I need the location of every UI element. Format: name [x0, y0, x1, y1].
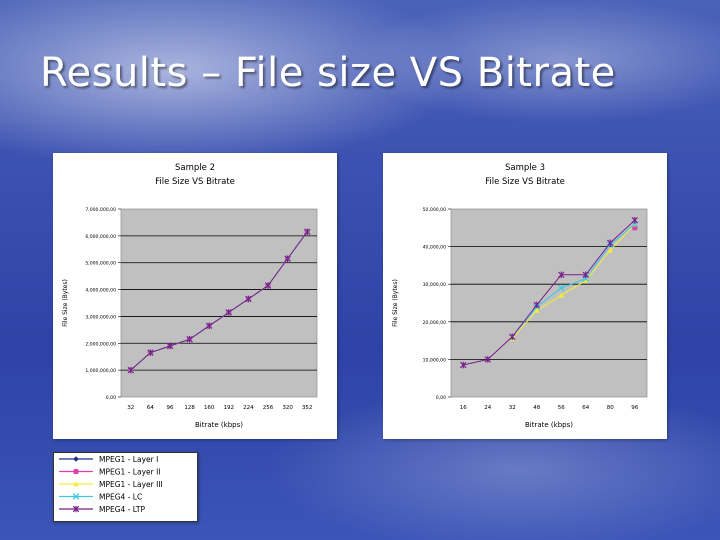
y-tick-label: 0,00 [436, 395, 446, 401]
chart-subtitle: File Size VS Bitrate [155, 177, 235, 187]
plot-area [120, 208, 318, 398]
legend-item: MPEG4 - LC [59, 493, 142, 502]
y-tick-label: 5,000,000,00 [85, 261, 116, 267]
x-tick-label: 256 [263, 405, 274, 411]
data-point [533, 301, 540, 309]
x-tick-label: 320 [282, 405, 293, 411]
x-tick-label: 24 [484, 405, 491, 411]
chart-sample-3: Sample 3 File Size VS Bitrate 0,00 10,000,0… [383, 153, 667, 439]
x-axis-label: Bitrate (kbps) [195, 421, 243, 429]
y-tick-label: 40,000,00 [423, 245, 446, 251]
data-point [558, 292, 565, 298]
chart-legend: MPEG1 - Layer I MPEG1 - Layer II MPEG1 - L… [53, 452, 198, 522]
data-point [225, 309, 233, 316]
legend-marker [72, 493, 80, 500]
x-tick-label: 192 [224, 405, 235, 411]
data-point [460, 361, 467, 369]
chart-title: Sample 2 [175, 163, 215, 173]
data-point [147, 349, 154, 356]
legend-marker [72, 505, 80, 513]
x-tick-label: 128 [184, 405, 195, 411]
y-tick-label: 6,000,000,00 [85, 234, 116, 240]
y-tick-label: 1,000,000,00 [85, 368, 116, 374]
y-tick-label: 4,000,000,00 [85, 288, 116, 294]
legend-marker [73, 481, 79, 487]
y-tick-label: 30,000,00 [423, 282, 446, 288]
data-point [632, 225, 638, 231]
x-tick-label: 64 [147, 405, 154, 411]
y-tick-label: 2,000,000,00 [85, 341, 116, 347]
data-point [533, 307, 540, 313]
series-line [463, 219, 636, 366]
series-line [130, 231, 308, 371]
y-tick-label: 10,000,00 [423, 357, 446, 363]
x-tick-label: 224 [243, 405, 254, 411]
data-point [186, 335, 193, 343]
x-tick-label: 160 [204, 405, 215, 411]
data-point [205, 322, 213, 330]
y-tick-label: 7,000,000,00 [85, 207, 116, 213]
series-line [511, 223, 636, 340]
data-point [284, 255, 291, 262]
chart-sample-2-svg: Sample 2 File Size VS Bitrate 0,00 1,000,00… [62, 163, 318, 429]
legend-item: MPEG1 - Layer I [59, 455, 158, 464]
slide-title: Results – File size VS Bitrate [40, 50, 616, 96]
series-mpeg1-layer-ii [632, 225, 638, 231]
data-point [558, 271, 565, 279]
x-tick-label: 352 [302, 405, 313, 411]
series-mpeg4-ltp [127, 228, 311, 374]
x-tick-label: 16 [460, 405, 467, 411]
legend-svg: MPEG1 - Layer I MPEG1 - Layer II MPEG1 - L… [53, 452, 198, 522]
legend-item: MPEG1 - Layer II [59, 468, 161, 477]
chart-sample-2: Sample 2 File Size VS Bitrate 0,00 1,000,00… [53, 153, 337, 439]
data-point [607, 239, 614, 247]
y-tick-label: 20,000,00 [423, 320, 446, 326]
y-tick-label: 50,000,00 [423, 207, 446, 213]
data-point [582, 271, 589, 279]
x-tick-label: 64 [582, 405, 589, 411]
x-tick-label: 56 [558, 405, 565, 411]
legend-label: MPEG1 - Layer II [99, 468, 161, 477]
y-tick-label: 0,00 [106, 395, 116, 401]
data-point [127, 366, 135, 374]
legend-label: MPEG1 - Layer I [99, 455, 158, 464]
data-point [557, 284, 565, 292]
legend-item: MPEG1 - Layer III [59, 480, 163, 489]
data-point [631, 216, 638, 224]
x-axis-label: Bitrate (kbps) [525, 421, 573, 429]
data-point [607, 247, 614, 253]
data-point [264, 282, 272, 289]
legend-marker [73, 456, 79, 462]
x-tick-label: 32 [509, 405, 516, 411]
chart-title: Sample 3 [505, 163, 545, 173]
x-tick-label: 32 [127, 405, 134, 411]
x-tick-label: 48 [533, 405, 540, 411]
x-tick-label: 96 [631, 405, 638, 411]
chart-subtitle: File Size VS Bitrate [485, 177, 565, 187]
legend-label: MPEG4 - LC [99, 493, 142, 502]
data-point [582, 277, 589, 283]
data-point [245, 295, 252, 303]
data-point [484, 356, 491, 363]
data-point [166, 342, 174, 350]
legend-item: MPEG4 - LTP [59, 505, 146, 514]
series-mpeg4-ltp [460, 216, 638, 369]
chart-sample-3-svg: Sample 3 File Size VS Bitrate 0,00 10,000,0… [392, 163, 648, 429]
legend-label: MPEG4 - LTP [99, 505, 146, 514]
legend-label: MPEG1 - Layer III [99, 480, 163, 489]
x-tick-label: 80 [607, 405, 614, 411]
y-tick-label: 3,000,000,00 [85, 314, 116, 320]
y-axis-label: File Size (Bytes) [392, 279, 399, 327]
data-point [303, 228, 311, 236]
legend-marker [73, 469, 79, 474]
series-line [511, 223, 636, 338]
data-point [509, 333, 516, 341]
y-axis-label: File Size (Bytes) [62, 279, 69, 327]
x-tick-label: 96 [167, 405, 174, 411]
